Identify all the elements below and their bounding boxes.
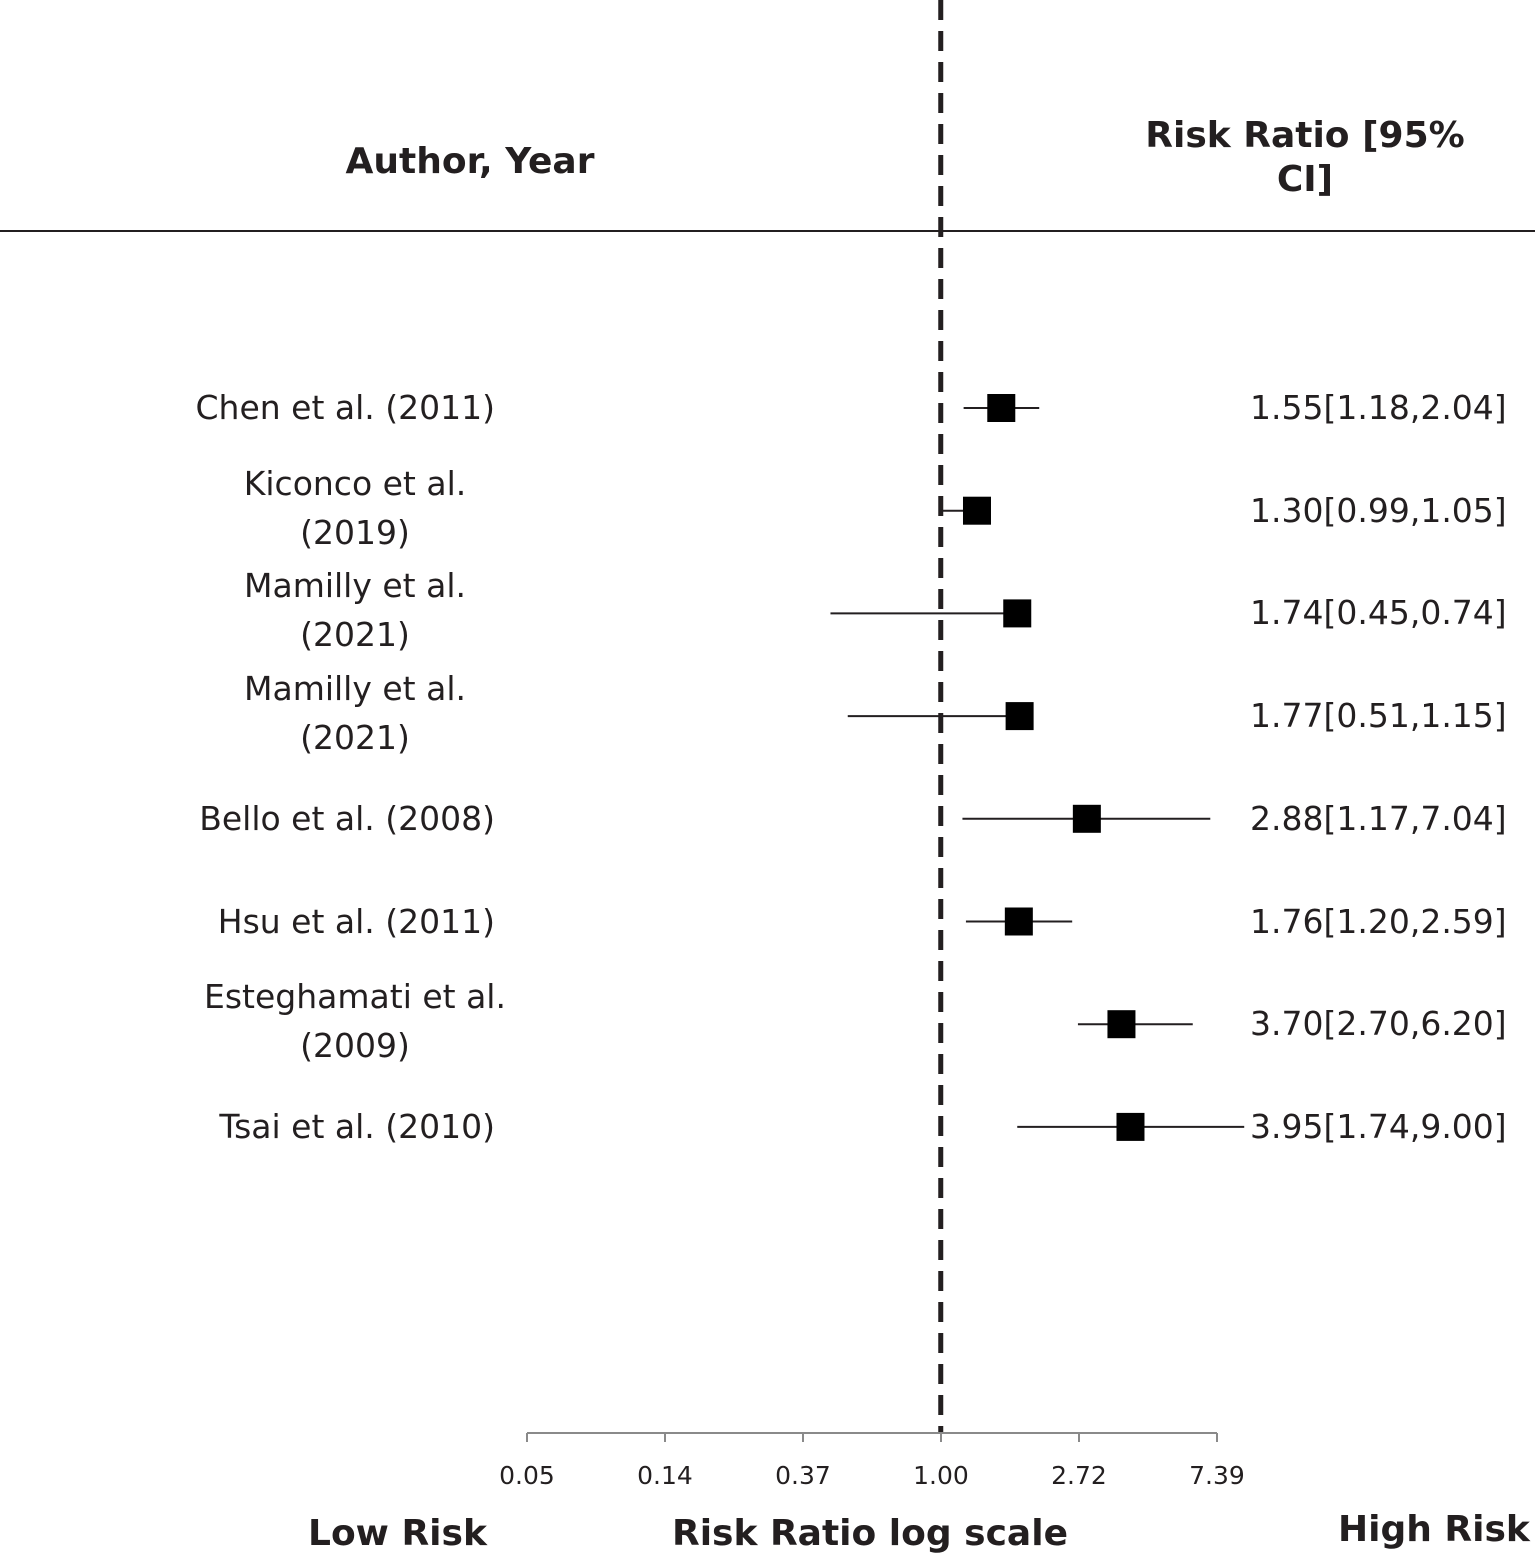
study-label: Kiconco et al. (2019) [243, 463, 467, 552]
study-label: Hsu et al. (2011) [217, 901, 495, 941]
x-tick-label: 0.05 [499, 1461, 555, 1490]
estimate-label: 3.70[2.70,6.20] [1250, 1004, 1507, 1044]
x-tick-label: 1.00 [913, 1461, 969, 1490]
estimate-label: 1.76[1.20,2.59] [1250, 901, 1507, 941]
x-axis-label: Risk Ratio log scale [672, 1513, 1068, 1554]
x-tick-label: 0.37 [775, 1461, 831, 1490]
x-tick-label: 2.72 [1051, 1461, 1107, 1490]
x-tick-label: 7.39 [1189, 1461, 1245, 1490]
point-estimate-square [1107, 1010, 1136, 1039]
risk-ratio-ci-header: Risk Ratio [95% CI] [1145, 115, 1465, 200]
estimate-label: 1.77[0.51,1.15] [1250, 696, 1507, 736]
low-risk-label: Low Risk [308, 1513, 487, 1554]
estimate-label: 2.88[1.17,7.04] [1250, 798, 1507, 838]
header-rule [0, 230, 1535, 232]
point-estimate-square [1003, 599, 1032, 628]
study-label: Tsai et al. (2010) [219, 1106, 495, 1146]
study-label: Mamilly et al. (2021) [244, 566, 466, 655]
study-label: Chen et al. (2011) [195, 388, 496, 427]
estimate-label: 3.95[1.74,9.00] [1250, 1106, 1507, 1146]
study-label: Mamilly et al. (2021) [244, 669, 466, 758]
point-estimate-square [962, 496, 991, 525]
point-estimate-square [1072, 804, 1101, 833]
point-estimate-square [1116, 1112, 1145, 1141]
high-risk-label: High Risk [1338, 1509, 1530, 1550]
point-estimate-square [1005, 702, 1034, 731]
point-estimate-square [987, 394, 1016, 422]
study-label: Bello et al. (2008) [199, 798, 495, 838]
estimate-label: 1.74[0.45,0.74] [1250, 593, 1507, 633]
estimate-label: 1.30[0.99,1.05] [1250, 490, 1507, 530]
study-label: Esteghamati et al. (2009) [204, 977, 506, 1066]
point-estimate-square [1004, 907, 1033, 936]
estimate-label: 1.55[1.18,2.04] [1250, 388, 1507, 427]
author-year-header: Author, Year [345, 141, 595, 182]
x-tick-label: 0.14 [637, 1461, 693, 1490]
